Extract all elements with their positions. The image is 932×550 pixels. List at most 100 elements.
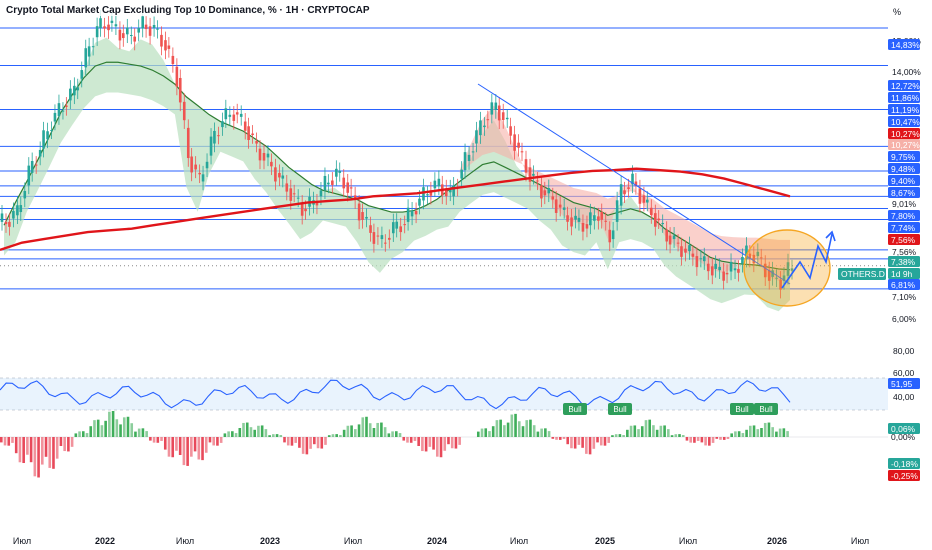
red-cloud (459, 105, 790, 281)
candle-body (422, 187, 425, 201)
unit-label: % (893, 7, 902, 17)
macd-bar (33, 437, 37, 477)
macd-bar (611, 435, 614, 437)
drawings (477, 83, 836, 307)
price-badge (888, 39, 920, 50)
candle-body (589, 212, 592, 226)
candle-body (171, 55, 175, 64)
candle-body (34, 164, 38, 166)
candle-body (460, 169, 463, 179)
macd-bar (223, 433, 227, 437)
macd-bar (108, 411, 111, 437)
price-tick-label: 6,00% (892, 314, 917, 324)
macd-bar (529, 419, 532, 437)
price-badge-label: 9,40% (891, 176, 916, 186)
candle-body (46, 131, 49, 140)
candle-body (152, 25, 156, 29)
macd-bar (689, 437, 692, 443)
candle-body (615, 200, 619, 222)
macd-bar (540, 428, 543, 437)
candle-body (695, 256, 699, 268)
time-tick-label: 2025 (595, 536, 615, 546)
macd-bar (245, 422, 249, 437)
macd-bar (544, 428, 547, 437)
candle-body (285, 183, 289, 192)
green-cloud (4, 37, 790, 312)
macd-bar (637, 429, 640, 437)
candle-body (213, 130, 216, 144)
time-tick-label: Июл (344, 536, 362, 546)
candle-body (574, 215, 577, 220)
macd-bar (275, 434, 279, 437)
candle-body (258, 148, 262, 161)
candle-body (239, 113, 243, 117)
price-badge (888, 210, 920, 221)
candle-body (562, 207, 566, 210)
macd-bar (26, 437, 29, 455)
candle-body (327, 182, 330, 185)
candle-body (19, 205, 23, 213)
macd-bar (178, 437, 182, 455)
candle-body (741, 256, 744, 264)
price-badge-label: 12,72% (891, 81, 920, 91)
macd-bar (253, 429, 257, 437)
macd-bar (510, 414, 514, 437)
candle-body (714, 263, 717, 269)
macd-bar (134, 431, 137, 437)
candle-body (30, 161, 34, 173)
macd-bar (570, 437, 573, 449)
candle-body (365, 216, 368, 219)
time-tick-label: Июл (13, 536, 31, 546)
macd-bar (443, 437, 447, 451)
candle-body (38, 149, 42, 157)
macd-bar (674, 434, 678, 437)
sma-cloud (3, 37, 791, 312)
candle-body (53, 112, 57, 122)
time-tick-label: 2023 (260, 536, 280, 546)
macd-bar (78, 431, 81, 437)
macd-bar (555, 437, 558, 440)
macd-bar (145, 431, 148, 437)
price-badge (888, 128, 920, 139)
bull-badge (608, 403, 632, 415)
candle-body (554, 199, 558, 213)
candle-body (729, 261, 733, 272)
candle-body (577, 217, 581, 222)
candle-body (384, 242, 387, 244)
macd-bar (536, 431, 540, 437)
bull-badge (730, 403, 754, 415)
macd-bar (316, 437, 320, 449)
candle-body (164, 40, 167, 51)
candle-body (429, 190, 433, 196)
macd-bar (391, 431, 394, 437)
price-badge-label: 10,27% (891, 140, 920, 150)
candle-body (361, 212, 364, 220)
rsi-tick-label: 60,00 (893, 368, 915, 378)
candle-body (517, 142, 520, 148)
candle-body (585, 224, 589, 229)
time-tick-label: Июл (851, 536, 869, 546)
macd-bar (257, 425, 260, 437)
candle-body (665, 229, 668, 242)
candle-body (323, 175, 327, 191)
candle-body (342, 177, 346, 189)
macd-bar (573, 437, 577, 449)
candle-body (566, 215, 569, 222)
macd-bar (644, 420, 648, 437)
macd-bar (119, 424, 122, 437)
candle-body (505, 117, 509, 120)
macd-bar (290, 437, 294, 446)
candle-body (399, 226, 402, 233)
symbol-badge (838, 268, 886, 280)
candle-body (593, 215, 596, 221)
forecast-arrow (781, 233, 833, 289)
macd-bar (704, 437, 707, 446)
macd-bar (126, 416, 130, 437)
candle-body (338, 171, 342, 173)
macd-bar (488, 431, 491, 437)
macd-bar (383, 427, 387, 437)
macd-bar (749, 425, 752, 437)
candle-body (262, 152, 266, 161)
macd-bar (503, 425, 506, 437)
candle-body (274, 167, 277, 182)
